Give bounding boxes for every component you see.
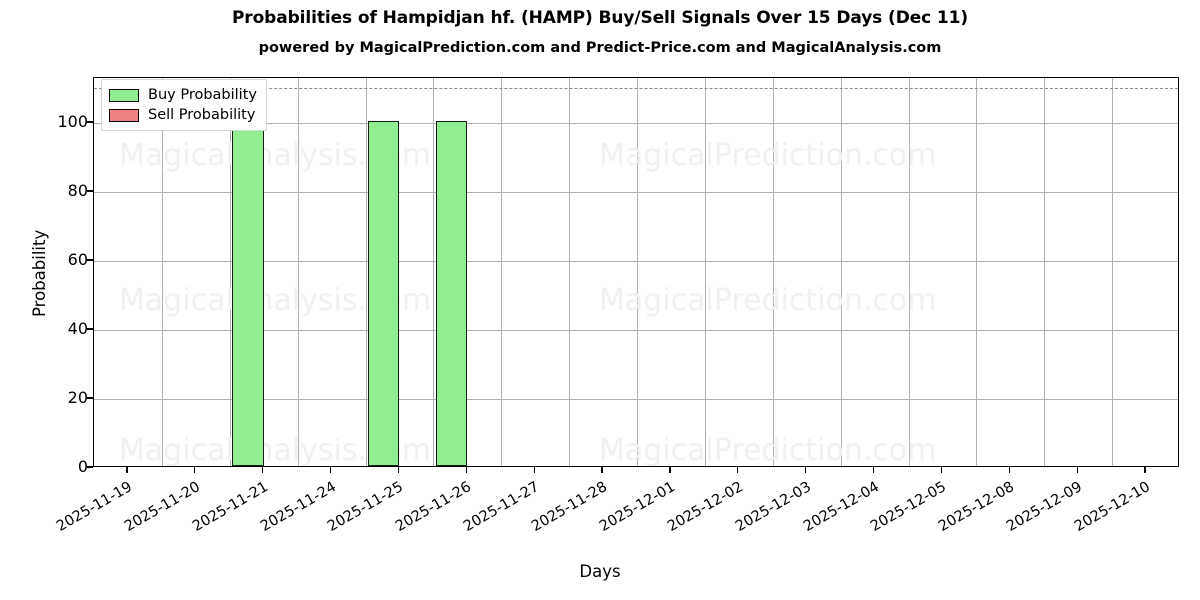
y-tick-label: 100 [57, 111, 88, 131]
page-title: Probabilities of Hampidjan hf. (HAMP) Bu… [231, 8, 969, 28]
x-tick-mark [329, 467, 332, 473]
reference-line [94, 88, 1178, 90]
y-tick-label: 0 [77, 457, 88, 476]
gridline-horizontal [94, 122, 1178, 124]
gridline-vertical [569, 78, 571, 466]
chart-subtitle: powered by MagicalPrediction.com and Pre… [258, 40, 942, 56]
y-tick-mark [87, 259, 93, 261]
legend-label-sell: Sell Probability [148, 107, 256, 123]
gridline-vertical [501, 78, 503, 466]
gridline-vertical [704, 78, 706, 466]
gridline-horizontal [94, 260, 1178, 262]
y-tick-mark [87, 466, 93, 468]
y-tick-label: 80 [67, 180, 88, 200]
legend-item-buy: Buy Probability [109, 85, 257, 105]
x-tick-mark [669, 467, 671, 473]
x-tick-mark [533, 467, 535, 473]
y-axis-label: Probability [30, 229, 49, 317]
gridline-vertical [297, 78, 299, 466]
gridline-horizontal [94, 191, 1178, 193]
y-tick-label: 20 [67, 387, 88, 407]
legend-swatch-buy [109, 88, 139, 102]
legend-item-sell: Sell Probability [109, 105, 257, 125]
x-tick-mark [872, 467, 875, 473]
y-tick-label: 40 [67, 318, 88, 338]
y-tick-mark [87, 397, 93, 399]
legend-swatch-sell [109, 108, 139, 122]
x-tick-mark [940, 467, 943, 473]
x-axis-label: Days [579, 562, 621, 581]
x-tick-mark [601, 467, 603, 473]
gridline-vertical [161, 78, 163, 466]
watermark-magicalprediction: MagicalPrediction.com [599, 138, 937, 173]
x-tick-mark [1076, 467, 1078, 473]
gridline-vertical [637, 78, 638, 466]
gridline-vertical [840, 78, 842, 466]
x-tick-mark [262, 467, 264, 473]
gridline-horizontal [94, 398, 1178, 400]
gridline-vertical [1044, 78, 1046, 466]
gridline-horizontal [94, 329, 1178, 331]
bar-buy-probability-2025-11-21 [232, 120, 264, 466]
x-tick-mark [1008, 467, 1010, 473]
x-tick-mark [397, 467, 400, 473]
x-tick-mark [1144, 467, 1146, 473]
gridline-vertical [433, 78, 435, 466]
gridline-vertical [908, 78, 910, 466]
plot-area: MagicalAnalysis.com MagicalPrediction.com… [93, 77, 1179, 467]
x-tick-mark [126, 467, 128, 473]
y-tick-label: 60 [67, 249, 88, 269]
gridline-vertical [365, 78, 367, 466]
watermark-magicalprediction: MagicalPrediction.com [599, 433, 937, 467]
x-tick-mark [194, 467, 196, 473]
chart-legend: Buy Probability Sell Probability [101, 79, 267, 131]
gridline-vertical [772, 78, 774, 466]
y-tick-mark [87, 328, 93, 330]
y-tick-mark [87, 190, 93, 192]
gridline-vertical [229, 78, 231, 466]
bar-buy-probability-2025-11-26 [436, 120, 468, 466]
x-tick-mark [465, 467, 467, 473]
x-tick-mark [805, 467, 807, 473]
gridline-vertical [976, 78, 978, 466]
gridline-vertical [1112, 78, 1114, 466]
x-tick-mark [737, 467, 739, 473]
y-tick-mark [87, 121, 93, 123]
bar-buy-probability-2025-11-25 [368, 120, 400, 466]
legend-label-buy: Buy Probability [148, 87, 257, 103]
watermark-magicalprediction: MagicalPrediction.com [599, 283, 937, 318]
